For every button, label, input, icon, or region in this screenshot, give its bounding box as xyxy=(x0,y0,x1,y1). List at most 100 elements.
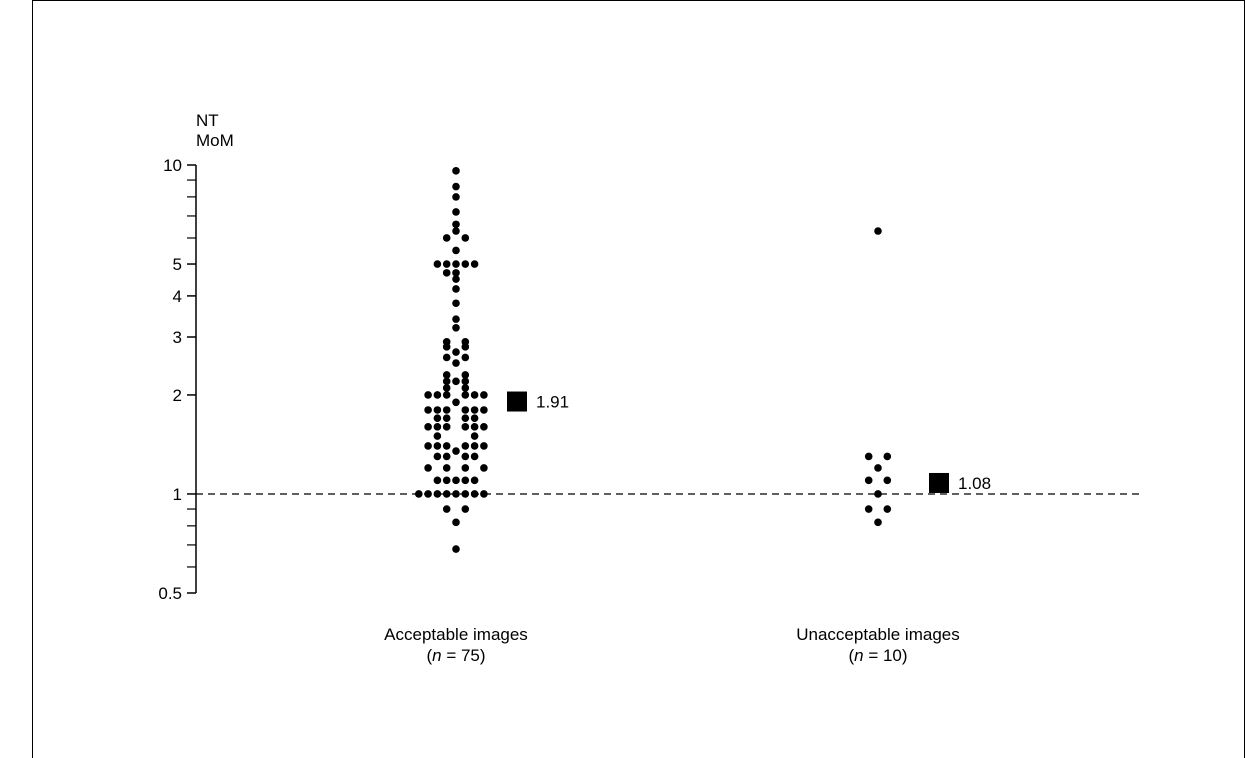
data-point xyxy=(442,269,451,277)
data-point xyxy=(433,432,442,440)
data-point xyxy=(461,423,470,431)
y-tick-label: 2 xyxy=(173,386,182,405)
data-point xyxy=(470,452,479,461)
data-point xyxy=(433,452,442,461)
data-point xyxy=(461,490,470,498)
y-tick-label: 0.5 xyxy=(158,584,182,603)
data-point xyxy=(461,260,470,268)
data-point xyxy=(433,414,442,422)
data-point xyxy=(452,269,460,277)
data-point xyxy=(433,423,442,431)
data-point xyxy=(415,490,423,498)
data-point xyxy=(442,490,451,498)
data-point xyxy=(461,384,470,392)
y-axis-label-line1: NT xyxy=(196,111,219,130)
data-point xyxy=(442,234,451,242)
data-point xyxy=(452,377,460,386)
data-point xyxy=(883,452,892,461)
data-point xyxy=(470,476,479,485)
y-tick-label: 5 xyxy=(173,255,182,274)
data-point xyxy=(452,275,460,283)
data-point xyxy=(442,384,451,392)
y-tick-label: 10 xyxy=(163,156,182,175)
data-point xyxy=(452,315,460,323)
data-point xyxy=(480,490,488,498)
y-axis-label-line2: MoM xyxy=(196,131,234,150)
data-point xyxy=(874,490,882,498)
data-point xyxy=(433,406,442,414)
data-point xyxy=(452,299,460,308)
data-point xyxy=(461,414,470,422)
data-point xyxy=(461,343,470,351)
group-0: 1.91 Acceptable images (n = 75) xyxy=(384,167,569,665)
data-point xyxy=(461,391,470,399)
data-point xyxy=(452,227,460,235)
y-tick-label: 1 xyxy=(173,485,182,504)
median-label: 1.08 xyxy=(958,474,991,493)
data-point xyxy=(452,476,460,485)
data-point xyxy=(874,227,882,235)
data-point xyxy=(470,414,479,422)
data-point xyxy=(442,260,451,268)
data-point xyxy=(442,423,451,431)
y-axis-ticks: 10 5 4 3 2 1 0.5 xyxy=(158,156,196,603)
data-point xyxy=(452,359,460,367)
data-point xyxy=(470,490,479,498)
data-point xyxy=(452,220,460,229)
data-point xyxy=(442,414,451,422)
data-point xyxy=(424,423,432,431)
data-point xyxy=(433,442,442,450)
group-n-label: (n = 75) xyxy=(426,646,485,665)
data-point xyxy=(452,447,460,455)
group-n-label: (n = 10) xyxy=(848,646,907,665)
data-point xyxy=(864,476,873,485)
data-point xyxy=(452,398,460,407)
data-point xyxy=(442,406,451,414)
data-point xyxy=(452,348,460,356)
data-point xyxy=(461,442,470,450)
data-point xyxy=(470,423,479,431)
median-marker xyxy=(929,472,949,493)
median-marker xyxy=(507,391,527,412)
data-point xyxy=(442,371,451,379)
data-point xyxy=(461,476,470,485)
data-point xyxy=(874,518,882,527)
data-point xyxy=(452,323,460,332)
data-point xyxy=(461,464,470,472)
data-point xyxy=(452,260,460,268)
data-point xyxy=(452,246,460,255)
data-point xyxy=(461,452,470,461)
data-point xyxy=(480,406,488,414)
data-point xyxy=(452,193,460,201)
data-point xyxy=(461,234,470,242)
data-point xyxy=(452,545,460,553)
median-label: 1.91 xyxy=(536,393,569,412)
data-point xyxy=(883,505,892,513)
data-point xyxy=(461,406,470,414)
data-point xyxy=(442,353,451,362)
data-point xyxy=(452,518,460,527)
data-point xyxy=(874,464,882,472)
groups: 1.91 Acceptable images (n = 75) 1.08 Unaccep… xyxy=(384,167,991,665)
data-point xyxy=(433,490,442,498)
data-point xyxy=(480,442,488,450)
data-point xyxy=(470,432,479,440)
data-point xyxy=(452,208,460,216)
data-point xyxy=(864,452,873,461)
data-point xyxy=(470,391,479,399)
figure-frame xyxy=(32,0,1245,758)
data-point xyxy=(480,464,488,472)
data-point xyxy=(461,353,470,362)
data-point xyxy=(461,505,470,513)
data-point xyxy=(470,442,479,450)
data-point xyxy=(461,371,470,379)
y-axis-minor-ticks xyxy=(187,179,196,568)
data-point xyxy=(442,377,451,386)
data-point xyxy=(433,476,442,485)
data-point xyxy=(442,476,451,485)
data-point xyxy=(470,406,479,414)
y-tick-label: 4 xyxy=(173,287,182,306)
data-point xyxy=(442,464,451,472)
data-point xyxy=(883,476,892,485)
